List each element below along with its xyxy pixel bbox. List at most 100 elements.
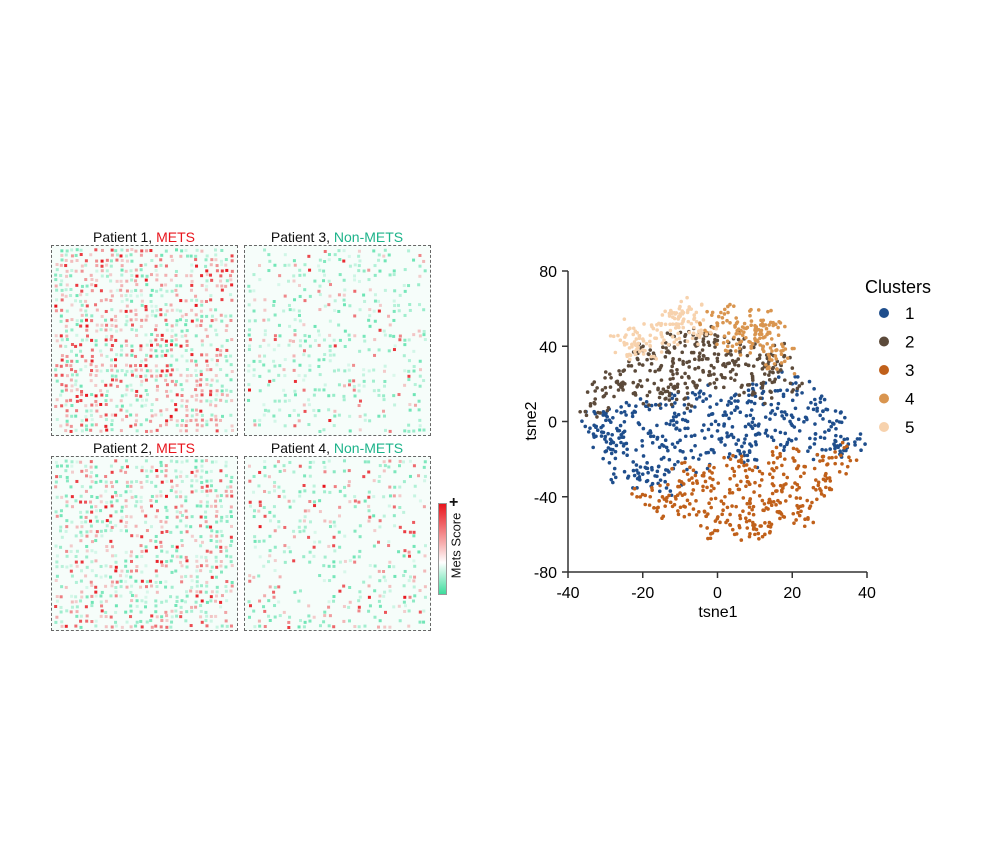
heatmap-cell: [333, 524, 337, 528]
heatmap-cell: [99, 369, 103, 373]
heatmap-cell: [99, 289, 103, 293]
heatmap-cell: [225, 485, 229, 489]
heatmap-cell: [64, 253, 68, 257]
heatmap-cell: [145, 429, 149, 433]
scatter-point-cluster-1: [776, 375, 781, 379]
heatmap-cell: [125, 369, 129, 373]
heatmap-cell: [209, 418, 213, 422]
heatmap-cell: [165, 625, 169, 629]
heatmap-cell: [170, 615, 174, 619]
heatmap-cell: [135, 604, 139, 608]
heatmap-cell: [219, 353, 223, 357]
heatmap-cell: [104, 328, 108, 332]
heatmap-cell: [180, 539, 184, 543]
heatmap-cell: [54, 485, 58, 489]
scatter-point-cluster-3: [797, 513, 802, 518]
scatter-point-cluster-5: [648, 343, 652, 348]
heatmap-cell: [209, 534, 213, 538]
heatmap-cell: [327, 564, 331, 568]
heatmap-cell: [268, 519, 272, 523]
heatmap-cell: [84, 404, 88, 408]
heatmap-cell: [80, 264, 84, 268]
heatmap-cell: [258, 389, 262, 393]
heatmap-cell: [297, 313, 301, 317]
scatter-point-cluster-4: [711, 325, 715, 330]
heatmap-cell: [104, 298, 108, 302]
heatmap-cell: [209, 343, 213, 347]
heatmap-cell: [378, 619, 382, 623]
heatmap-cell: [252, 490, 256, 494]
heatmap-cell: [94, 248, 98, 252]
heatmap-cell: [402, 510, 406, 514]
scatter-point-cluster-5: [687, 330, 692, 335]
heatmap-cell: [200, 469, 204, 473]
heatmap-cell: [392, 373, 396, 377]
heatmap-cell: [185, 515, 189, 519]
heatmap-cell: [124, 490, 128, 494]
heatmap-cell: [114, 565, 118, 569]
heatmap-cell: [139, 324, 143, 328]
heatmap-cell: [95, 495, 99, 499]
heatmap-cell: [149, 499, 153, 503]
heatmap-cell: [94, 394, 98, 398]
scatter-point-cluster-1: [821, 417, 825, 421]
heatmap-cell: [174, 379, 178, 383]
heatmap-cell: [70, 574, 74, 578]
scatter-point-cluster-2: [693, 367, 697, 371]
heatmap-cell: [417, 408, 421, 412]
heatmap-cell: [130, 259, 134, 263]
heatmap-cell: [110, 419, 114, 423]
heatmap-cell: [205, 284, 209, 288]
heatmap-cell: [185, 368, 189, 372]
heatmap-cell: [189, 589, 193, 593]
heatmap-cell: [70, 318, 74, 322]
scatter-point-cluster-1: [631, 468, 636, 473]
scatter-point-cluster-1: [725, 431, 729, 435]
heatmap-cell: [139, 495, 143, 499]
scatter-point-cluster-1: [610, 432, 614, 437]
x-axis-label: tsne1: [698, 604, 737, 621]
heatmap-cell: [99, 600, 103, 604]
heatmap-cell: [110, 413, 114, 417]
heatmap-cell: [343, 329, 347, 333]
scatter-point-cluster-3: [713, 496, 718, 501]
heatmap-cell: [205, 580, 209, 584]
heatmap-cell: [215, 264, 219, 268]
heatmap-cell: [378, 303, 382, 307]
heatmap-cell: [387, 504, 391, 508]
heatmap-cell: [328, 283, 332, 287]
heatmap-cell: [214, 559, 218, 563]
heatmap-cell: [205, 399, 209, 403]
heatmap-cell: [262, 338, 266, 342]
heatmap-cell: [205, 378, 209, 382]
scatter-point-cluster-3: [798, 474, 803, 479]
scatter-point-cluster-1: [622, 469, 627, 474]
heatmap-cell: [75, 564, 79, 568]
heatmap-cell: [59, 475, 63, 479]
heatmap-cell: [99, 389, 103, 393]
heatmap-cell: [422, 308, 426, 312]
scatter-point-cluster-4: [749, 346, 754, 350]
heatmap-cell: [224, 354, 228, 358]
scatter-point-cluster-2: [648, 348, 653, 352]
scatter-point-cluster-3: [793, 481, 797, 485]
scatter-point-cluster-1: [807, 379, 812, 384]
scatter-point-cluster-2: [729, 353, 733, 357]
heatmap-cell: [54, 404, 58, 408]
heatmap-cell: [100, 269, 104, 273]
heatmap-cell: [402, 574, 406, 578]
heatmap-cell: [347, 333, 351, 337]
heatmap-cell: [200, 283, 204, 287]
heatmap-cell: [105, 369, 109, 373]
heatmap-cell: [150, 403, 154, 407]
heatmap-cell: [85, 428, 89, 432]
scatter-point-cluster-1: [742, 441, 747, 445]
heatmap-cell: [155, 289, 159, 293]
heatmap-cell: [79, 579, 83, 583]
scatter-point-cluster-5: [642, 322, 646, 326]
heatmap-cell: [104, 309, 108, 313]
heatmap-cell: [252, 474, 256, 478]
heatmap-cell: [337, 530, 341, 534]
heatmap-cell: [109, 594, 113, 598]
scatter-point-cluster-3: [697, 510, 701, 514]
